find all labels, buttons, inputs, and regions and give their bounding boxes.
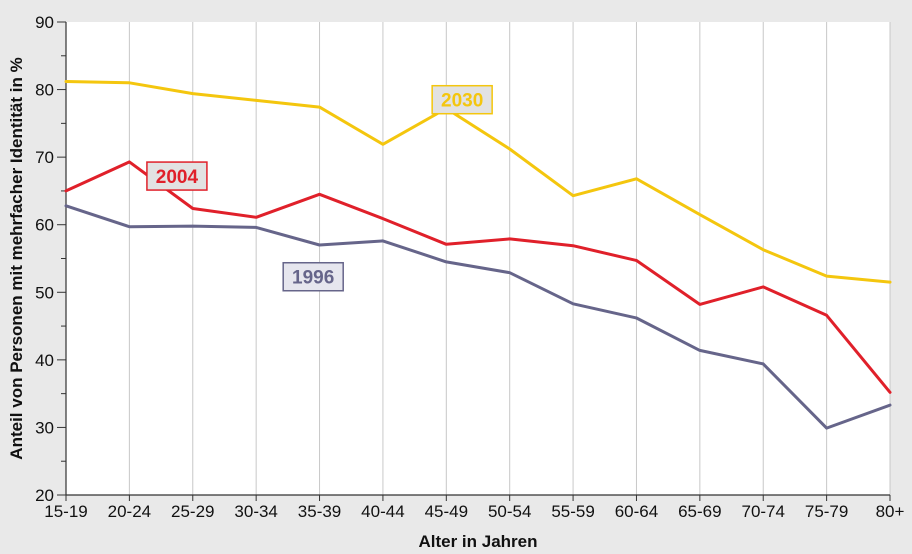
x-axis-ticks: 15-19 20-24 25-29 30-34 35-39 40-44 45-49 50-54… <box>44 495 904 521</box>
x-tick-label: 15-19 <box>44 502 87 521</box>
series-label-2004: 2004 <box>156 167 199 188</box>
y-tick-label: 20 <box>35 486 54 505</box>
x-tick-label: 55-59 <box>551 502 594 521</box>
x-tick-label: 45-49 <box>425 502 468 521</box>
y-tick-label: 50 <box>35 283 54 302</box>
series-line-2030 <box>64 80 892 284</box>
series-label-2030: 2030 <box>441 91 483 112</box>
x-tick-label: 75-79 <box>805 502 848 521</box>
x-tick-label: 80+ <box>876 502 905 521</box>
y-tick-label: 90 <box>35 13 54 32</box>
x-tick-label: 25-29 <box>171 502 214 521</box>
x-tick-label: 65-69 <box>678 502 721 521</box>
y-tick-label: 60 <box>35 216 54 235</box>
series-label-box-2004 <box>146 161 208 191</box>
series-labels: 2030 2004 1996 <box>146 84 493 292</box>
y-tick-label: 80 <box>35 81 54 100</box>
x-tick-label: 35-39 <box>298 502 341 521</box>
y-tick-label: 70 <box>35 148 54 167</box>
x-tick-label: 30-34 <box>234 502 277 521</box>
series-lines <box>64 80 892 430</box>
series-label-1996: 1996 <box>292 268 334 289</box>
x-tick-label: 50-54 <box>488 502 531 521</box>
y-tick-label: 40 <box>35 351 54 370</box>
y-axis-title: Anteil von Personen mit mehrfacher Ident… <box>7 57 26 459</box>
x-tick-label: 60-64 <box>615 502 658 521</box>
x-tick-label: 40-44 <box>361 502 404 521</box>
series-line-1996 <box>64 204 892 430</box>
y-tick-label: 30 <box>35 418 54 437</box>
series-label-box-1996 <box>282 261 344 292</box>
x-axis-title: Alter in Jahren <box>418 532 537 551</box>
series-label-box-2030 <box>431 84 493 115</box>
x-tick-label: 70-74 <box>741 502 784 521</box>
series-line-2004 <box>64 160 892 394</box>
y-axis-ticks: 20 30 40 50 60 70 80 90 <box>35 13 66 505</box>
x-tick-label: 20-24 <box>108 502 151 521</box>
